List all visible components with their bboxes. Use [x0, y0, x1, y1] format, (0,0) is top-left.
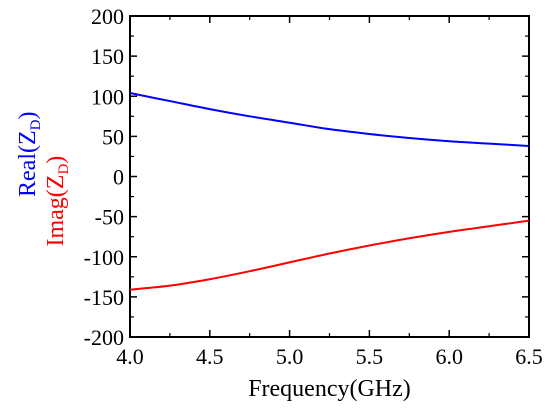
y-tick-label: 0	[113, 165, 124, 190]
y-axis-title-imag-sub: D	[56, 164, 72, 175]
y-axis-title-gap	[15, 106, 41, 112]
y-axis-title-real-sub: D	[28, 119, 44, 130]
y-axis-title-imag: Imag(ZD)	[43, 156, 72, 247]
x-tick-labels: 4.0 4.5 5.0 5.5 6.0 6.5	[116, 344, 543, 369]
x-tick-label: 4.5	[196, 344, 224, 369]
x-tick-label: 5.0	[276, 344, 304, 369]
y-tick-label: -200	[84, 325, 124, 350]
y-tick-label: 200	[91, 4, 124, 29]
y-tick-label: -100	[84, 245, 124, 270]
x-tick-label: 6.0	[435, 344, 463, 369]
x-tick-label: 5.5	[356, 344, 384, 369]
series-line-imag-zd-	[129, 219, 530, 291]
y-tick-label: 50	[102, 124, 124, 149]
y-tick-label: -150	[84, 285, 124, 310]
x-tick-label: 6.5	[515, 344, 543, 369]
y-tick-labels: -200 -150 -100 -50 0 50 100 150 200	[84, 4, 124, 350]
series-lines	[129, 92, 530, 291]
y-tick-label: 100	[91, 84, 124, 109]
y-axis-title-imag-text: Imag(Z	[43, 175, 69, 247]
y-tick-label: -50	[95, 205, 124, 230]
y-tick-label: 150	[91, 44, 124, 69]
series-line-real-zd-	[129, 92, 530, 148]
plot-frame	[129, 15, 530, 338]
x-tick-label: 4.0	[116, 344, 144, 369]
y-axis-title-imag-close: )	[43, 156, 69, 164]
axis-ticks	[129, 15, 530, 338]
y-axis-title: Real(ZD) Imag(ZD)	[15, 106, 72, 247]
y-axis-title-real-close: )	[15, 112, 41, 120]
x-axis-title: Frequency(GHz)	[248, 376, 411, 402]
y-axis-title-real: Real(Z	[15, 130, 41, 197]
